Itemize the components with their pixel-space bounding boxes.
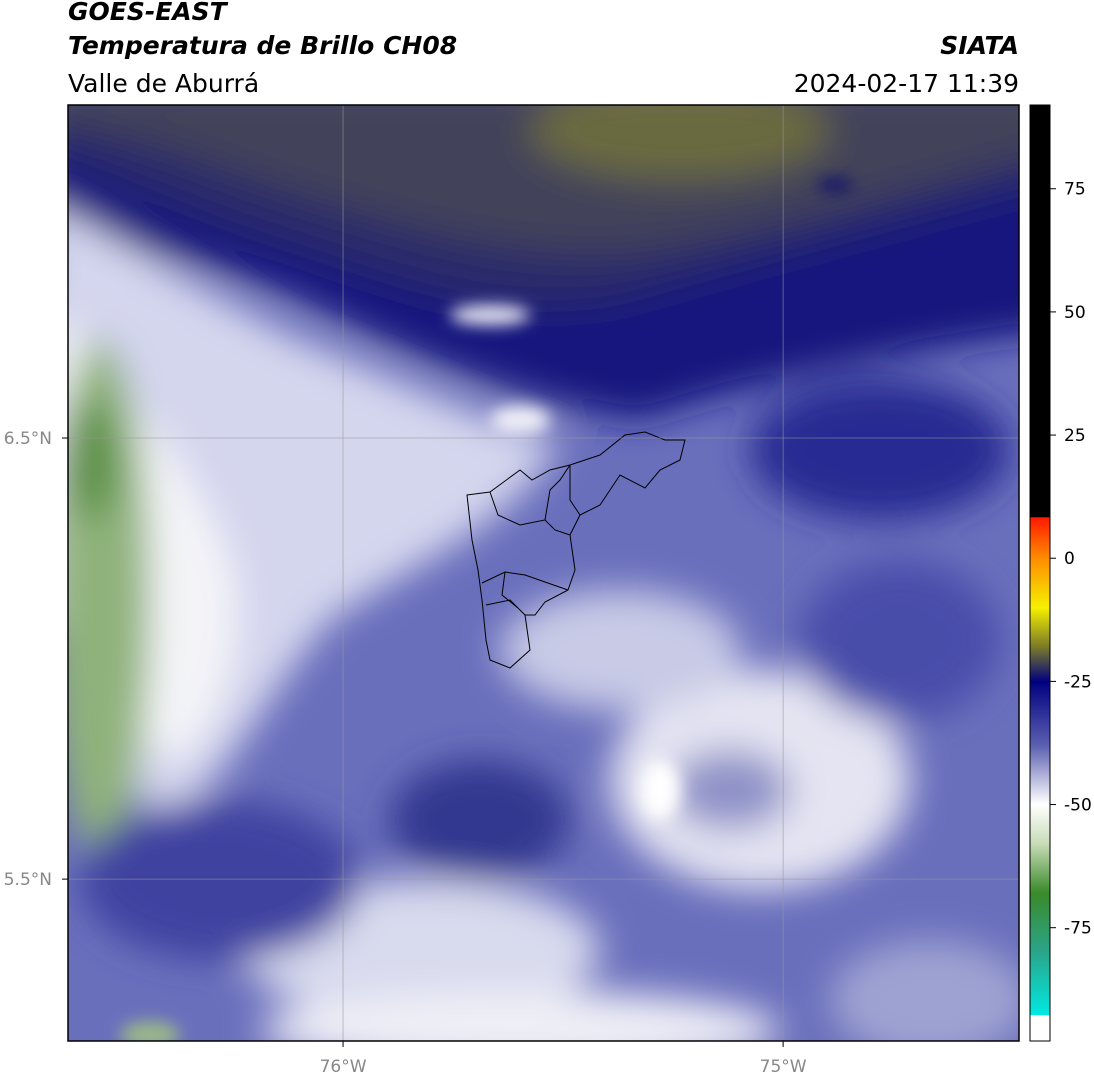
colorbar-tick-label: -75 <box>1064 919 1092 939</box>
colorbar-tick-label: -50 <box>1064 796 1092 816</box>
y-tick-label: 5.5°N <box>4 870 52 890</box>
colorbar-tick-label: 75 <box>1064 180 1086 200</box>
colorbar-tick-label: 0 <box>1064 549 1075 569</box>
map-field <box>68 105 1019 1041</box>
map-frame <box>67 104 1020 1042</box>
colorbar-tick-label: 25 <box>1064 426 1086 446</box>
x-tick-label: 76°W <box>320 1057 367 1077</box>
agency-label: SIATA <box>940 31 1019 60</box>
colorbar-tick-label: 50 <box>1064 303 1086 323</box>
source-title: GOES-EAST <box>68 0 229 26</box>
y-tick-label: 6.5°N <box>4 429 52 449</box>
product-title: Temperatura de Brillo CH08 <box>68 31 457 60</box>
municipal-boundaries <box>466 431 686 669</box>
grid <box>68 105 1019 1041</box>
x-tick-label: 75°W <box>760 1057 807 1077</box>
region-label: Valle de Aburrá <box>68 69 259 98</box>
timestamp: 2024-02-17 11:39 <box>794 69 1019 98</box>
colorbar <box>1029 104 1051 1042</box>
colorbar-tick-label: -25 <box>1064 672 1092 692</box>
